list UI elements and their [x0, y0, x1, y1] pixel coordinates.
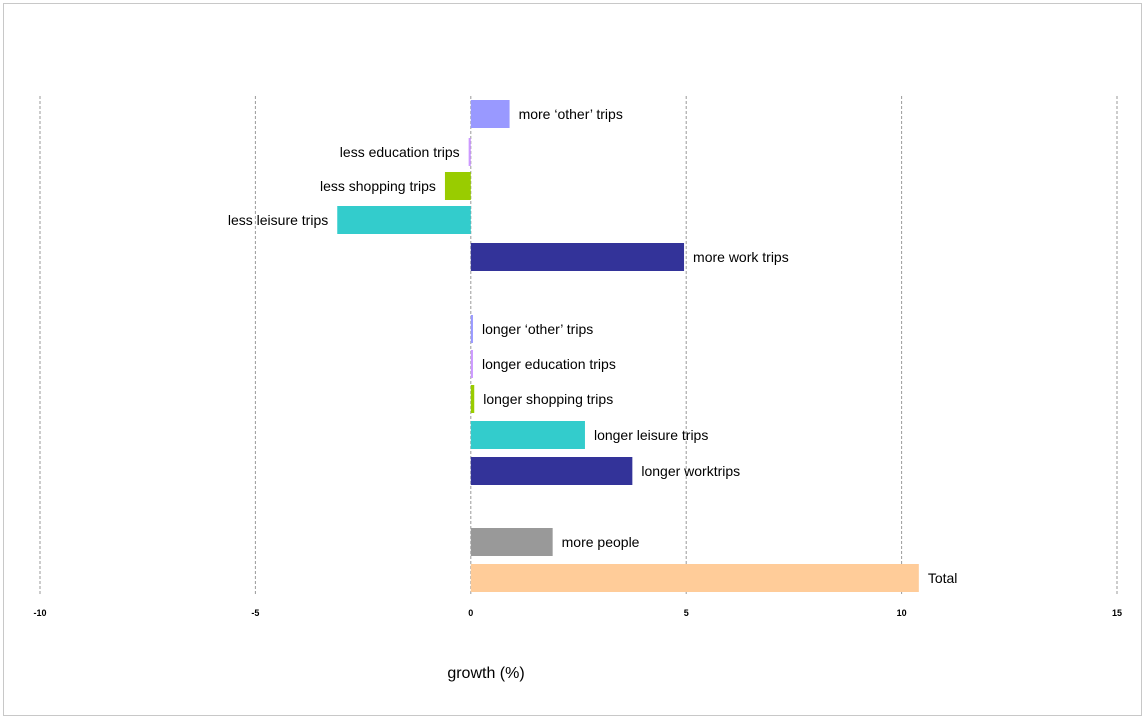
x-tick-labels: -10 -5 0 5 10 15 [33, 608, 1122, 618]
bar [470, 564, 919, 592]
bar [470, 243, 685, 271]
bar [468, 138, 471, 166]
x-tick-label: 0 [468, 608, 473, 618]
bar-label: Total [928, 570, 958, 586]
bar [470, 100, 510, 128]
bar [444, 172, 471, 200]
bar [337, 206, 471, 234]
x-tick-label: 5 [684, 608, 689, 618]
bar-label: less education trips [340, 144, 460, 160]
x-tick-label: -10 [33, 608, 46, 618]
bar-label: longer leisure trips [594, 427, 708, 443]
bar-label: more ‘other’ trips [519, 106, 623, 122]
chart-frame: more ‘other’ trips less education trips le… [3, 3, 1142, 716]
x-tick-label: 15 [1112, 608, 1122, 618]
bar [470, 385, 475, 413]
x-tick-label: -5 [251, 608, 259, 618]
bar-label: longer shopping trips [483, 391, 613, 407]
bar-labels-group: more ‘other’ trips less education trips le… [228, 106, 958, 586]
bar [470, 350, 473, 378]
bar-label: longer worktrips [641, 463, 740, 479]
bar-label: less leisure trips [228, 212, 328, 228]
bar [470, 315, 473, 343]
bar-label: more work trips [693, 249, 789, 265]
x-axis-label: growth (%) [447, 665, 524, 682]
bar-label: less shopping trips [320, 178, 436, 194]
bar-label: longer education trips [482, 356, 616, 372]
bars-group [337, 100, 919, 592]
bar [470, 421, 585, 449]
bar-label: more people [562, 534, 640, 550]
x-tick-label: 10 [897, 608, 907, 618]
grid-lines [39, 96, 1118, 594]
growth-bar-chart: more ‘other’ trips less education trips le… [33, 96, 1122, 682]
bar [470, 528, 553, 556]
bar-label: longer ‘other’ trips [482, 321, 593, 337]
bar [470, 457, 633, 485]
